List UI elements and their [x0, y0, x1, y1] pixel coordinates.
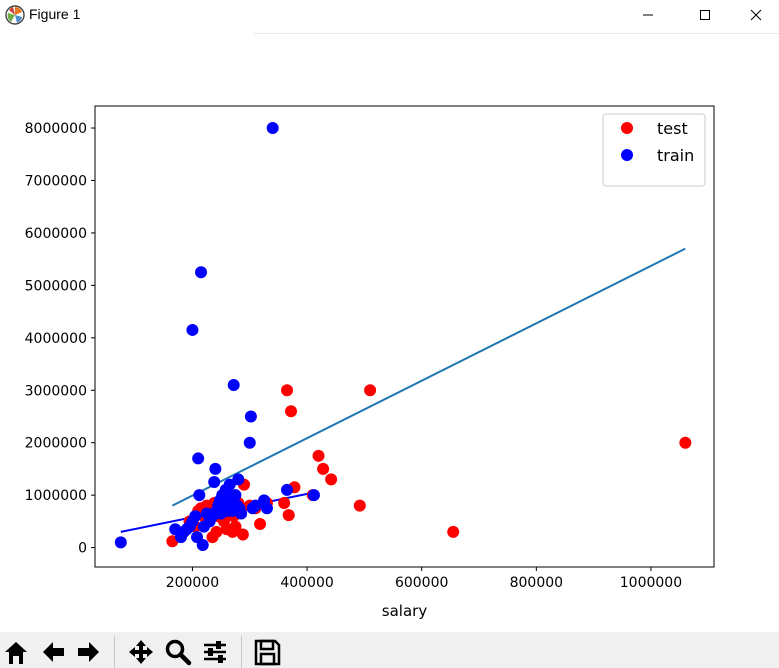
window-titlebar: Figure 1 — [0, 0, 779, 30]
train-point — [189, 510, 202, 523]
minimize-icon — [643, 14, 653, 16]
titlebar-divider — [254, 33, 779, 34]
train-point — [195, 266, 208, 279]
x-tick-label: 400000 — [280, 575, 333, 591]
maximize-button[interactable] — [682, 0, 728, 30]
test-point — [236, 528, 249, 541]
train-point — [186, 323, 199, 336]
train-point — [208, 476, 221, 489]
x-tick-label: 200000 — [166, 575, 219, 591]
train-point — [192, 452, 205, 465]
matplotlib-logo-icon — [5, 5, 25, 25]
test-point — [285, 405, 298, 418]
test-point — [353, 499, 366, 512]
maximize-icon — [700, 10, 710, 20]
train-point — [281, 483, 294, 496]
train-point — [266, 122, 279, 135]
x-tick-label: 600000 — [395, 575, 448, 591]
toolbar-separator — [241, 636, 242, 668]
train-point — [196, 538, 209, 551]
test-point — [679, 436, 692, 449]
y-tick-label: 4000000 — [25, 331, 87, 347]
y-tick-label: 6000000 — [25, 226, 87, 242]
forward-button[interactable] — [73, 638, 105, 668]
train-point — [223, 478, 236, 491]
train-point — [235, 507, 248, 520]
test-point — [281, 384, 294, 397]
subplots-config-icon — [204, 641, 226, 663]
test-point — [325, 473, 338, 486]
legend-label: test — [657, 119, 688, 138]
forward-arrow-icon — [78, 642, 99, 662]
test-point — [278, 497, 291, 510]
train-point — [114, 536, 127, 549]
window-title: Figure 1 — [29, 6, 81, 22]
configure-subplots-button[interactable] — [199, 638, 231, 668]
zoom-icon — [165, 639, 192, 666]
train-point — [244, 410, 257, 423]
y-tick-label: 3000000 — [25, 383, 87, 399]
navigation-toolbar — [0, 632, 779, 668]
toolbar-separator — [114, 636, 115, 668]
train-point — [193, 489, 206, 502]
x-tick-label: 800000 — [510, 575, 563, 591]
regression-line — [171, 247, 686, 507]
train-point — [229, 489, 242, 502]
test-point — [312, 449, 325, 462]
minimize-button[interactable] — [625, 0, 671, 30]
close-icon — [750, 9, 762, 21]
y-tick-label: 1000000 — [25, 488, 87, 504]
save-icon — [254, 639, 281, 666]
legend-label: train — [657, 146, 694, 165]
train-point — [232, 473, 245, 486]
y-tick-label: 0 — [78, 541, 87, 557]
test-point — [210, 525, 223, 538]
close-button[interactable] — [733, 0, 779, 30]
save-button[interactable] — [251, 638, 283, 668]
test-point — [447, 525, 460, 538]
train-point — [227, 379, 240, 392]
pan-button[interactable] — [125, 638, 157, 668]
home-button[interactable] — [0, 638, 32, 668]
y-tick-label: 5000000 — [25, 278, 87, 294]
test-point — [282, 509, 295, 522]
x-axis-label: salary — [382, 602, 428, 620]
y-tick-label: 7000000 — [25, 173, 87, 189]
legend-marker — [621, 122, 633, 134]
train-point — [307, 489, 320, 502]
x-tick-label: 1000000 — [620, 575, 682, 591]
pan-icon — [129, 640, 153, 664]
zoom-button[interactable] — [162, 638, 194, 668]
back-button[interactable] — [37, 638, 69, 668]
test-point — [317, 462, 330, 475]
test-point — [254, 517, 267, 530]
train-point — [209, 462, 222, 475]
test-point — [229, 520, 242, 533]
legend-marker — [621, 149, 633, 161]
train-point — [243, 436, 256, 449]
y-tick-label: 8000000 — [25, 121, 87, 137]
scatter-chart[interactable]: 200000 400000 600000 800000 1000000 0 1000000 2… — [0, 34, 779, 632]
y-tick-label: 2000000 — [25, 436, 87, 452]
back-arrow-icon — [43, 642, 64, 662]
train-point — [260, 502, 273, 515]
train-point — [249, 499, 262, 512]
home-icon — [5, 642, 27, 664]
test-point — [364, 384, 377, 397]
